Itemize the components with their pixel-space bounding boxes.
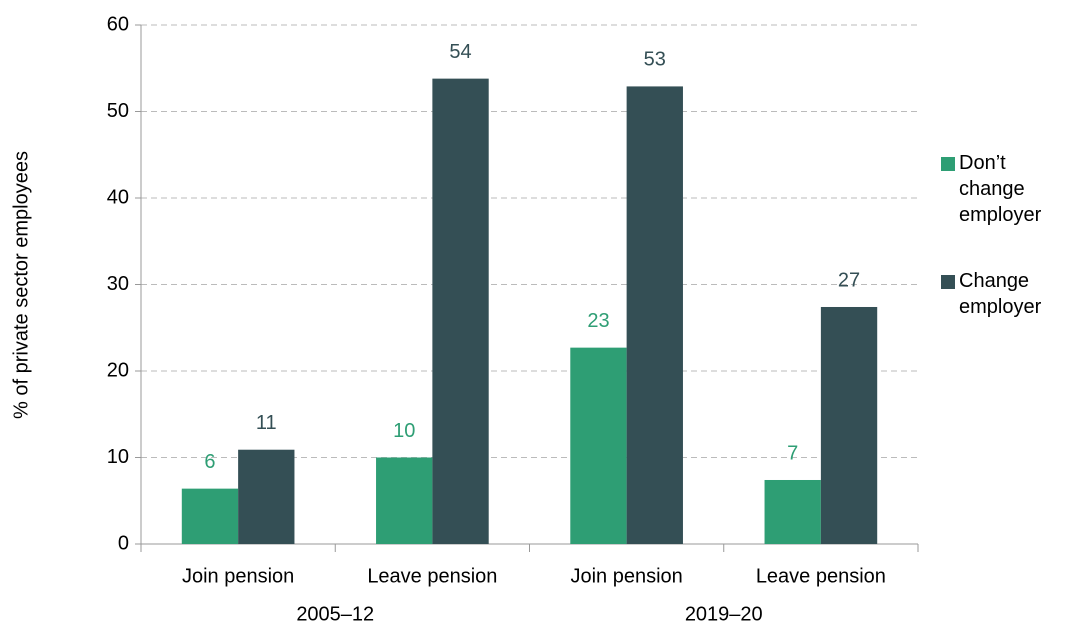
bar (432, 78, 489, 544)
y-tick-label: 40 (107, 186, 129, 208)
legend-label: Change employer (959, 270, 1042, 318)
value-label: 10 (393, 420, 415, 442)
bar (376, 457, 433, 544)
x-tick-label: Join pension (182, 565, 294, 587)
y-axis-label: % of private sector employees (10, 151, 32, 419)
y-tick-label: 10 (107, 446, 129, 468)
x-tick-label: Leave pension (367, 565, 497, 587)
legend-label: Don’t change employer (959, 152, 1042, 226)
value-label: 27 (838, 269, 860, 291)
value-label: 23 (587, 310, 609, 332)
bar (181, 488, 239, 544)
x-tick-label: Join pension (570, 565, 682, 587)
y-tick-label: 0 (118, 532, 129, 554)
value-label: 53 (644, 49, 666, 71)
bar (764, 479, 821, 544)
y-tick-label: 50 (107, 100, 129, 122)
bar (626, 86, 683, 544)
value-label: 11 (256, 412, 277, 434)
legend-item: Don’t change employer (938, 150, 1069, 228)
bar (238, 449, 295, 544)
legend-swatch (941, 275, 955, 289)
bar (570, 347, 627, 544)
legend-item: Change employer (938, 268, 1069, 320)
legend: Don’t change employer Change employer (938, 150, 1069, 360)
value-label: 54 (449, 41, 471, 63)
x-tick-label: Leave pension (756, 565, 886, 587)
y-tick-label: 60 (107, 13, 129, 35)
value-label: 7 (787, 442, 798, 464)
value-label: 6 (204, 451, 215, 473)
group-label: 2005–12 (296, 603, 374, 625)
legend-swatch (941, 157, 955, 171)
bar (820, 306, 878, 544)
y-tick-label: 30 (107, 273, 129, 295)
y-tick-label: 20 (107, 359, 129, 381)
group-label: 2019–20 (685, 603, 763, 625)
